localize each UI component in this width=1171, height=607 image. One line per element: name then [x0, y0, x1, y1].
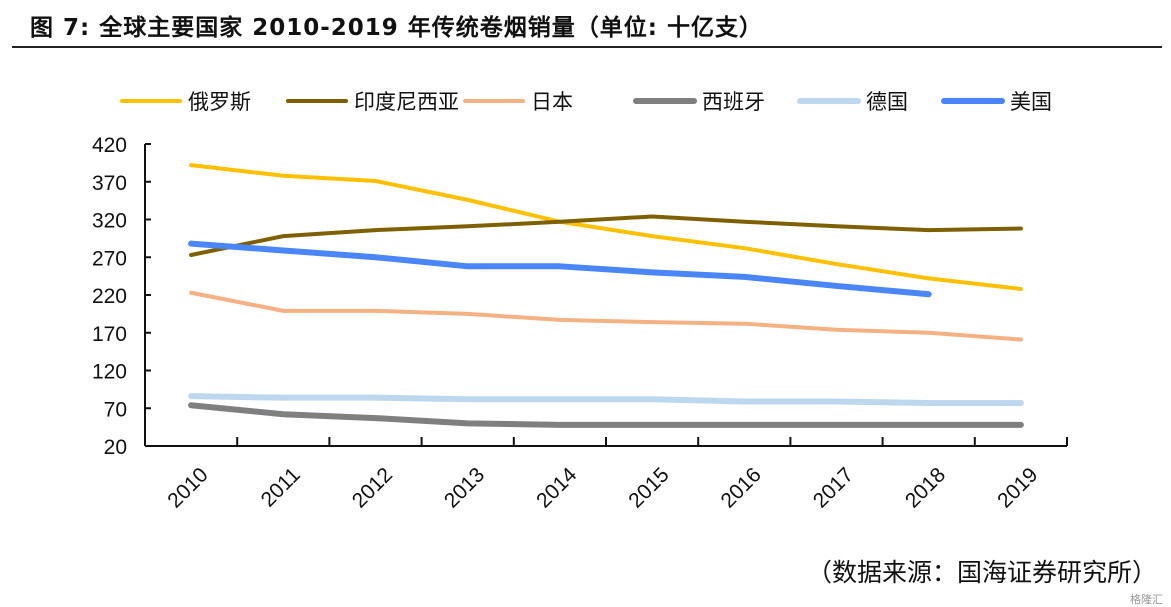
series-line-1: [189, 214, 1023, 257]
x-tick-label: 2013: [440, 463, 489, 512]
series-line-4: [188, 393, 1024, 406]
legend-label: 西班牙: [702, 90, 765, 114]
y-tick-label: 320: [92, 210, 127, 233]
watermark: 格隆汇: [1130, 593, 1163, 606]
x-tick-label: 2016: [717, 463, 766, 512]
figure-title: 图 7: 全球主要国家 2010-2019 年传统卷烟销量（单位: 十亿支）: [30, 15, 764, 41]
y-tick-label: 270: [92, 247, 127, 270]
x-tick-label: 2018: [901, 463, 950, 512]
series-line-0: [189, 163, 1023, 291]
y-tick-label: 220: [92, 285, 127, 308]
series-line-3: [188, 402, 1024, 428]
y-tick-label: 170: [92, 323, 127, 346]
y-tick-label: 120: [92, 361, 127, 384]
x-tick-label: 2011: [257, 463, 305, 511]
x-tick-label: 2017: [809, 463, 858, 512]
x-tick-label: 2019: [993, 463, 1042, 512]
legend-label: 德国: [866, 90, 908, 114]
series-line-5: [188, 240, 932, 298]
title-divider: [12, 46, 1162, 48]
x-tick-label: 2012: [348, 463, 397, 512]
legend-label: 日本: [531, 90, 573, 114]
y-tick-label: 70: [104, 398, 127, 421]
legend-label: 俄罗斯: [188, 90, 251, 114]
x-tick-label: 2010: [163, 463, 212, 512]
y-tick-label: 370: [92, 172, 127, 195]
y-tick-label: 420: [92, 134, 127, 157]
x-tick-label: 2015: [624, 463, 673, 512]
legend-label: 印度尼西亚: [354, 90, 459, 114]
source-note: （数据来源：国海证券研究所）: [806, 558, 1157, 587]
legend-label: 美国: [1010, 90, 1052, 114]
y-tick-label: 20: [104, 436, 127, 459]
series-line-2: [189, 290, 1023, 342]
x-tick-label: 2014: [532, 463, 582, 513]
